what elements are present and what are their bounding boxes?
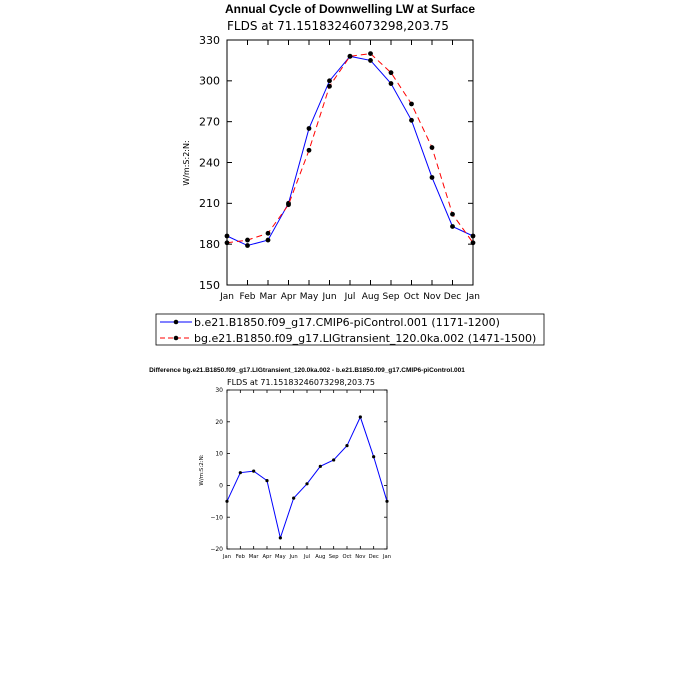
x-tick-label: Oct (404, 292, 420, 302)
x-tick-label: Dec (444, 292, 461, 302)
x-tick-label: Mar (260, 292, 277, 302)
diff-data-point (278, 536, 282, 540)
diff-data-point (225, 499, 229, 503)
data-point (450, 211, 455, 217)
data-point (388, 81, 394, 86)
diff-data-point (358, 415, 362, 419)
x-tick-label: Jul (344, 292, 356, 302)
legend-marker-control (173, 319, 179, 325)
diff-x-tick-label: Dec (369, 554, 379, 560)
diff-chart-title: Difference bg.e21.B1850.f09_g17.LIGtrans… (149, 367, 465, 374)
data-point (368, 51, 373, 57)
diff-data-point (372, 455, 376, 459)
y-tick-label: 330 (199, 34, 220, 47)
series-line-0 (226, 55, 474, 247)
data-point (327, 83, 332, 89)
diff-y-axis-label: W/m:S:2:N: (199, 454, 205, 485)
data-point (306, 126, 312, 131)
y-tick-label: 180 (199, 238, 220, 251)
x-tick-label: Jun (321, 292, 336, 302)
y-tick-label: 300 (199, 75, 220, 88)
diff-data-point (252, 469, 256, 473)
data-point (429, 175, 435, 180)
diff-y-tick-label: −10 (210, 514, 223, 521)
diff-y-tick-label: −20 (210, 546, 223, 553)
difference-chart: Difference bg.e21.B1850.f09_g17.LIGtrans… (149, 367, 465, 560)
diff-x-tick-label: May (275, 554, 286, 560)
diff-x-tick-label: Jun (289, 554, 298, 560)
series-line-1 (226, 53, 474, 244)
data-point (429, 145, 435, 150)
legend: b.e21.B1850.f09_g17.CMIP6-piControl.001 … (155, 313, 545, 346)
plot-frame (226, 39, 474, 286)
diff-x-tick-label: Nov (355, 554, 365, 560)
annual-cycle-chart: Annual Cycle of Downwelling LW at Surfac… (155, 2, 545, 346)
y-tick-label: 210 (199, 197, 220, 210)
data-point (409, 101, 414, 107)
x-tick-label: Apr (281, 292, 297, 302)
diff-data-point (292, 496, 296, 500)
diff-plot-frame (226, 389, 388, 550)
diff-x-tick-label: Mar (249, 554, 260, 560)
data-point (306, 147, 312, 153)
legend-label-lig: bg.e21.B1850.f09_g17.LIGtransient_120.0k… (194, 332, 536, 345)
data-point (286, 202, 291, 208)
x-tick-label: Aug (362, 292, 380, 302)
data-point (470, 233, 476, 239)
chart-title: Annual Cycle of Downwelling LW at Surfac… (225, 2, 475, 16)
diff-series-line-0 (226, 415, 388, 540)
diff-x-tick-label: Oct (343, 554, 352, 560)
diff-chart-subtitle: FLDS at 71.15183246073298,203.75 (227, 378, 375, 387)
y-tick-label: 270 (199, 116, 220, 129)
diff-x-tick-label: Jan (382, 554, 391, 560)
legend-label-control: b.e21.B1850.f09_g17.CMIP6-piControl.001 … (194, 316, 500, 329)
diff-data-point (265, 479, 269, 483)
x-tick-label: Feb (240, 292, 256, 302)
data-point (409, 117, 414, 123)
diff-data-point (345, 444, 349, 448)
data-point (245, 243, 250, 248)
diff-y-tick-label: 20 (215, 419, 223, 426)
diff-x-tick-label: Sep (329, 554, 339, 560)
diff-data-point (305, 482, 309, 486)
x-tick-label: Jan (465, 292, 480, 302)
diff-data-point (238, 471, 242, 475)
legend-marker-lig (173, 335, 179, 341)
data-point (347, 53, 353, 59)
y-axis-label: W/m:S:2:N: (182, 140, 191, 185)
data-point (388, 70, 394, 76)
data-point (450, 224, 455, 229)
y-tick-label: 150 (199, 279, 220, 292)
data-point (265, 230, 271, 236)
diff-x-tick-label: Jul (303, 554, 310, 560)
x-tick-label: Jan (219, 292, 234, 302)
data-point (224, 233, 230, 239)
diff-x-tick-label: Jan (222, 554, 231, 560)
x-tick-label: Sep (383, 292, 400, 302)
diff-x-tick-label: Aug (315, 554, 325, 560)
x-tick-label: May (300, 292, 319, 302)
data-point (224, 240, 230, 246)
data-point (368, 58, 373, 63)
diff-y-tick-label: 10 (215, 451, 223, 458)
diff-data-point (332, 458, 336, 462)
data-point (265, 237, 271, 243)
diff-y-tick-label: 0 (219, 483, 223, 490)
diff-y-tick-label: 30 (215, 387, 223, 394)
chart-subtitle: FLDS at 71.15183246073298,203.75 (227, 19, 449, 33)
diff-x-tick-label: Feb (236, 554, 246, 560)
diff-data-point (318, 464, 322, 468)
diff-data-point (385, 499, 389, 503)
y-tick-label: 240 (199, 156, 220, 169)
diff-x-tick-label: Apr (263, 554, 273, 560)
x-tick-label: Nov (423, 292, 441, 302)
data-point (327, 78, 332, 84)
data-point (470, 240, 476, 246)
data-point (245, 237, 250, 243)
legend-box (155, 313, 545, 346)
